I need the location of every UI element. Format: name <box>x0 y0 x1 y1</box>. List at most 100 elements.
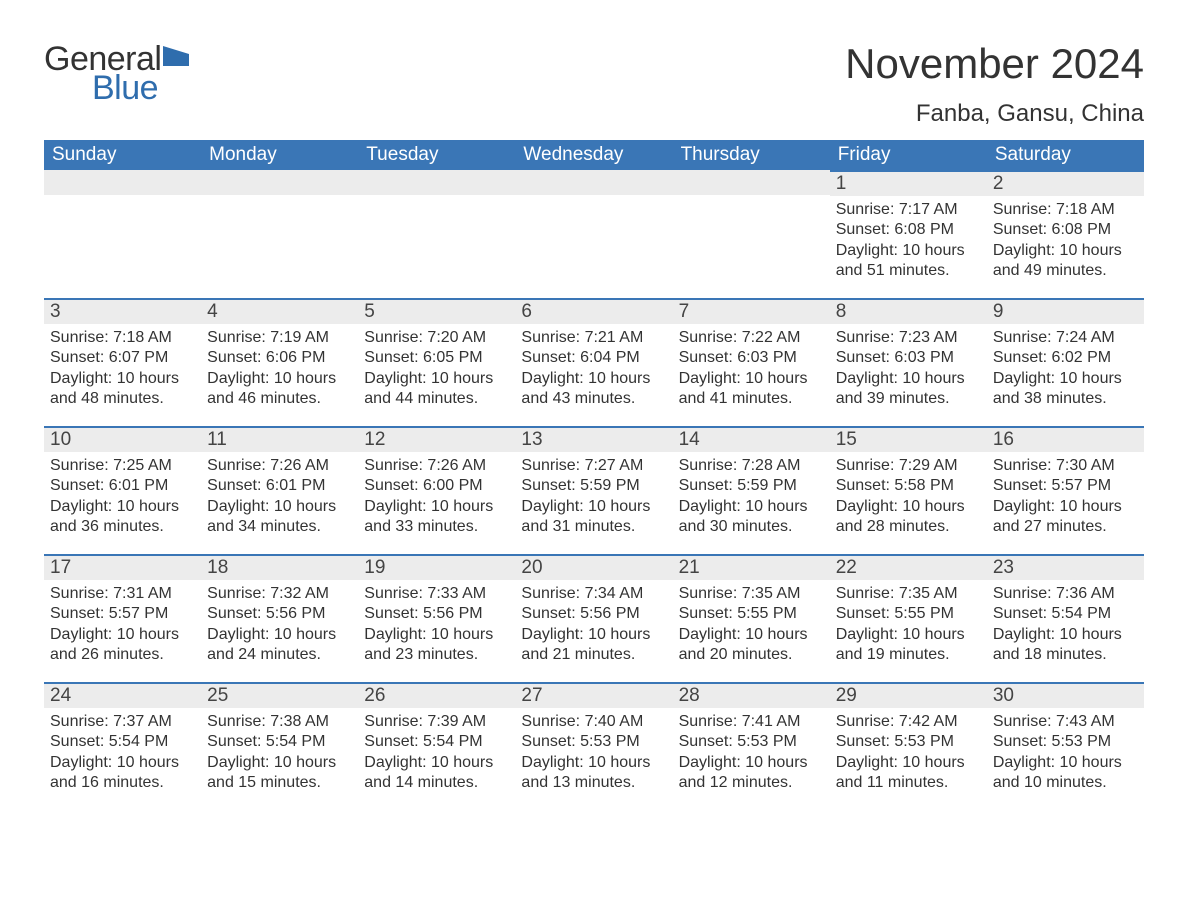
calendar-cell: 2Sunrise: 7:18 AMSunset: 6:08 PMDaylight… <box>987 170 1144 298</box>
day-details: Sunrise: 7:25 AMSunset: 6:01 PMDaylight:… <box>44 452 201 538</box>
day-details: Sunrise: 7:31 AMSunset: 5:57 PMDaylight:… <box>44 580 201 666</box>
day-details: Sunrise: 7:41 AMSunset: 5:53 PMDaylight:… <box>673 708 830 794</box>
weekday-header: Monday <box>201 140 358 170</box>
day-details: Sunrise: 7:35 AMSunset: 5:55 PMDaylight:… <box>830 580 987 666</box>
logo-word-blue: Blue <box>92 69 189 108</box>
calendar-cell: 21Sunrise: 7:35 AMSunset: 5:55 PMDayligh… <box>673 554 830 682</box>
calendar-cell: 14Sunrise: 7:28 AMSunset: 5:59 PMDayligh… <box>673 426 830 554</box>
day-cell: 20Sunrise: 7:34 AMSunset: 5:56 PMDayligh… <box>515 554 672 682</box>
day-number: 22 <box>830 554 987 580</box>
day-details: Sunrise: 7:35 AMSunset: 5:55 PMDaylight:… <box>673 580 830 666</box>
day-number: 17 <box>44 554 201 580</box>
day-cell: 27Sunrise: 7:40 AMSunset: 5:53 PMDayligh… <box>515 682 672 810</box>
day-details: Sunrise: 7:28 AMSunset: 5:59 PMDaylight:… <box>673 452 830 538</box>
calendar-cell: 3Sunrise: 7:18 AMSunset: 6:07 PMDaylight… <box>44 298 201 426</box>
day-details: Sunrise: 7:38 AMSunset: 5:54 PMDaylight:… <box>201 708 358 794</box>
day-number: 26 <box>358 682 515 708</box>
calendar-cell: 7Sunrise: 7:22 AMSunset: 6:03 PMDaylight… <box>673 298 830 426</box>
calendar-cell: 24Sunrise: 7:37 AMSunset: 5:54 PMDayligh… <box>44 682 201 810</box>
day-cell: 5Sunrise: 7:20 AMSunset: 6:05 PMDaylight… <box>358 298 515 426</box>
calendar-cell: 17Sunrise: 7:31 AMSunset: 5:57 PMDayligh… <box>44 554 201 682</box>
day-details: Sunrise: 7:18 AMSunset: 6:07 PMDaylight:… <box>44 324 201 410</box>
day-number: 14 <box>673 426 830 452</box>
day-cell: 13Sunrise: 7:27 AMSunset: 5:59 PMDayligh… <box>515 426 672 554</box>
day-cell: 2Sunrise: 7:18 AMSunset: 6:08 PMDaylight… <box>987 170 1144 298</box>
day-cell: 6Sunrise: 7:21 AMSunset: 6:04 PMDaylight… <box>515 298 672 426</box>
weekday-header: Saturday <box>987 140 1144 170</box>
day-cell: 18Sunrise: 7:32 AMSunset: 5:56 PMDayligh… <box>201 554 358 682</box>
day-details: Sunrise: 7:26 AMSunset: 6:01 PMDaylight:… <box>201 452 358 538</box>
weekday-header: Friday <box>830 140 987 170</box>
day-number: 2 <box>987 170 1144 196</box>
calendar-cell: 29Sunrise: 7:42 AMSunset: 5:53 PMDayligh… <box>830 682 987 810</box>
day-details: Sunrise: 7:29 AMSunset: 5:58 PMDaylight:… <box>830 452 987 538</box>
day-number: 10 <box>44 426 201 452</box>
day-number: 16 <box>987 426 1144 452</box>
day-cell: 8Sunrise: 7:23 AMSunset: 6:03 PMDaylight… <box>830 298 987 426</box>
day-cell: 16Sunrise: 7:30 AMSunset: 5:57 PMDayligh… <box>987 426 1144 554</box>
day-details: Sunrise: 7:32 AMSunset: 5:56 PMDaylight:… <box>201 580 358 666</box>
day-cell: 7Sunrise: 7:22 AMSunset: 6:03 PMDaylight… <box>673 298 830 426</box>
calendar-cell: 13Sunrise: 7:27 AMSunset: 5:59 PMDayligh… <box>515 426 672 554</box>
day-cell: 11Sunrise: 7:26 AMSunset: 6:01 PMDayligh… <box>201 426 358 554</box>
header: General Blue November 2024 Fanba, Gansu,… <box>44 40 1144 128</box>
calendar-cell: 10Sunrise: 7:25 AMSunset: 6:01 PMDayligh… <box>44 426 201 554</box>
day-details: Sunrise: 7:23 AMSunset: 6:03 PMDaylight:… <box>830 324 987 410</box>
day-details: Sunrise: 7:34 AMSunset: 5:56 PMDaylight:… <box>515 580 672 666</box>
empty-day-bar <box>44 170 201 195</box>
calendar-cell: 8Sunrise: 7:23 AMSunset: 6:03 PMDaylight… <box>830 298 987 426</box>
logo: General Blue <box>44 40 189 108</box>
day-details: Sunrise: 7:22 AMSunset: 6:03 PMDaylight:… <box>673 324 830 410</box>
calendar-week-row: 10Sunrise: 7:25 AMSunset: 6:01 PMDayligh… <box>44 426 1144 554</box>
day-cell: 29Sunrise: 7:42 AMSunset: 5:53 PMDayligh… <box>830 682 987 810</box>
day-cell: 25Sunrise: 7:38 AMSunset: 5:54 PMDayligh… <box>201 682 358 810</box>
weekday-header: Tuesday <box>358 140 515 170</box>
day-cell: 26Sunrise: 7:39 AMSunset: 5:54 PMDayligh… <box>358 682 515 810</box>
day-number: 24 <box>44 682 201 708</box>
day-details: Sunrise: 7:18 AMSunset: 6:08 PMDaylight:… <box>987 196 1144 282</box>
day-number: 11 <box>201 426 358 452</box>
calendar-cell <box>358 170 515 298</box>
day-number: 1 <box>830 170 987 196</box>
day-details: Sunrise: 7:42 AMSunset: 5:53 PMDaylight:… <box>830 708 987 794</box>
title-block: November 2024 Fanba, Gansu, China <box>845 40 1144 128</box>
day-details: Sunrise: 7:33 AMSunset: 5:56 PMDaylight:… <box>358 580 515 666</box>
day-cell: 9Sunrise: 7:24 AMSunset: 6:02 PMDaylight… <box>987 298 1144 426</box>
calendar-cell: 27Sunrise: 7:40 AMSunset: 5:53 PMDayligh… <box>515 682 672 810</box>
day-number: 8 <box>830 298 987 324</box>
day-number: 29 <box>830 682 987 708</box>
calendar-cell: 30Sunrise: 7:43 AMSunset: 5:53 PMDayligh… <box>987 682 1144 810</box>
calendar-cell: 25Sunrise: 7:38 AMSunset: 5:54 PMDayligh… <box>201 682 358 810</box>
day-cell: 10Sunrise: 7:25 AMSunset: 6:01 PMDayligh… <box>44 426 201 554</box>
day-cell: 4Sunrise: 7:19 AMSunset: 6:06 PMDaylight… <box>201 298 358 426</box>
day-details: Sunrise: 7:19 AMSunset: 6:06 PMDaylight:… <box>201 324 358 410</box>
day-cell: 12Sunrise: 7:26 AMSunset: 6:00 PMDayligh… <box>358 426 515 554</box>
day-number: 18 <box>201 554 358 580</box>
day-number: 23 <box>987 554 1144 580</box>
calendar-cell <box>44 170 201 298</box>
day-number: 3 <box>44 298 201 324</box>
day-number: 19 <box>358 554 515 580</box>
calendar-header-row: SundayMondayTuesdayWednesdayThursdayFrid… <box>44 140 1144 170</box>
calendar-cell: 6Sunrise: 7:21 AMSunset: 6:04 PMDaylight… <box>515 298 672 426</box>
page-title: November 2024 <box>845 40 1144 88</box>
day-details: Sunrise: 7:21 AMSunset: 6:04 PMDaylight:… <box>515 324 672 410</box>
calendar-cell: 15Sunrise: 7:29 AMSunset: 5:58 PMDayligh… <box>830 426 987 554</box>
calendar-week-row: 17Sunrise: 7:31 AMSunset: 5:57 PMDayligh… <box>44 554 1144 682</box>
day-details: Sunrise: 7:17 AMSunset: 6:08 PMDaylight:… <box>830 196 987 282</box>
calendar-cell: 12Sunrise: 7:26 AMSunset: 6:00 PMDayligh… <box>358 426 515 554</box>
calendar-cell <box>673 170 830 298</box>
calendar-cell: 18Sunrise: 7:32 AMSunset: 5:56 PMDayligh… <box>201 554 358 682</box>
weekday-header: Sunday <box>44 140 201 170</box>
empty-day-bar <box>673 170 830 195</box>
calendar-week-row: 1Sunrise: 7:17 AMSunset: 6:08 PMDaylight… <box>44 170 1144 298</box>
day-cell: 24Sunrise: 7:37 AMSunset: 5:54 PMDayligh… <box>44 682 201 810</box>
day-details: Sunrise: 7:40 AMSunset: 5:53 PMDaylight:… <box>515 708 672 794</box>
day-cell: 19Sunrise: 7:33 AMSunset: 5:56 PMDayligh… <box>358 554 515 682</box>
day-details: Sunrise: 7:30 AMSunset: 5:57 PMDaylight:… <box>987 452 1144 538</box>
day-number: 5 <box>358 298 515 324</box>
day-cell: 14Sunrise: 7:28 AMSunset: 5:59 PMDayligh… <box>673 426 830 554</box>
day-cell: 15Sunrise: 7:29 AMSunset: 5:58 PMDayligh… <box>830 426 987 554</box>
calendar-table: SundayMondayTuesdayWednesdayThursdayFrid… <box>44 140 1144 810</box>
day-cell: 28Sunrise: 7:41 AMSunset: 5:53 PMDayligh… <box>673 682 830 810</box>
